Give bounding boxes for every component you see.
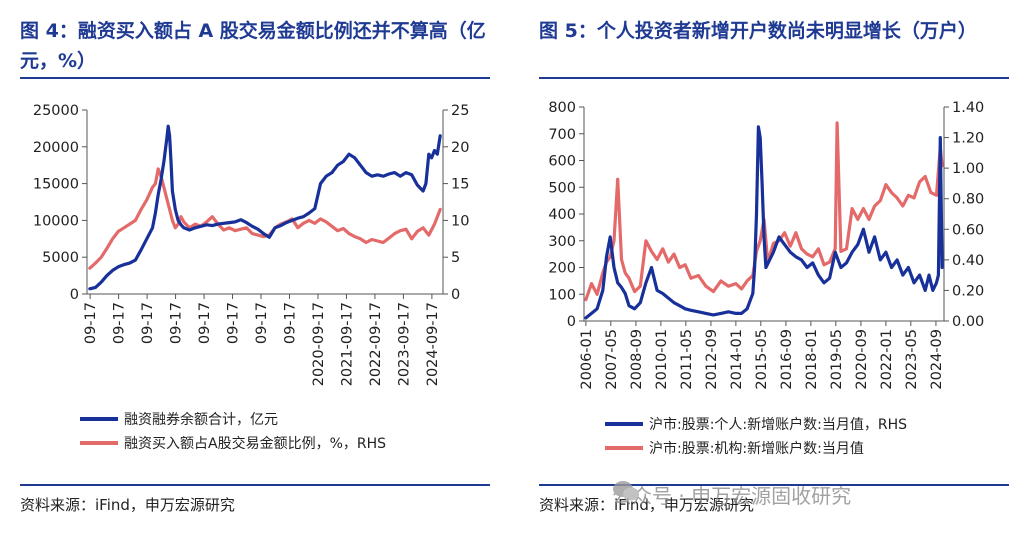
wechat-icon [613,481,639,501]
left-right-tick-label: 10 [451,213,469,229]
left-title-rule [20,77,490,79]
right-left-tick-label: 200 [548,261,576,277]
right-right-tick-label: 0.60 [952,222,984,238]
right-x-tick-label: 2008-09 [629,329,645,390]
right-left-tick-label: 100 [548,287,576,303]
right-right-tick-label: 1.20 [952,131,984,147]
left-x-tick-label: 2024-09-17 [425,302,441,386]
left-right-tick-label: 20 [451,140,469,156]
right-x-tick-label: 2020-09 [854,329,870,390]
left-x-tick-label: 2020-09-17 [311,302,327,386]
right-left-tick-label: 0 [567,314,576,330]
left-x-tick-label: 09-17 [197,302,213,344]
left-x-tick-label: 09-17 [282,302,298,344]
right-x-tick-label: 2012-09 [704,329,720,390]
left-left-tick-label: 15000 [33,177,79,193]
right-x-tick-label: 2006-01 [579,329,595,390]
left-left-tick-label: 25000 [33,103,79,119]
left-chart: 0 5000 10000 15000 20000 25000 0 5 10 15 20 25 09-17… [33,103,470,452]
left-x-tick-label: 2023-09-17 [396,302,412,386]
left-legend-label-0: 融资融券余额合计，亿元 [124,411,278,428]
left-bottom-rule [20,484,490,486]
right-right-tick-label: 0.40 [952,253,984,269]
right-x-tick-label: 2010-01 [654,329,670,390]
right-x-tick-label: 2014-01 [729,329,745,390]
right-left-tick-label: 700 [548,127,576,143]
watermark: 公众号 · 申万宏源固收研究 [612,480,851,509]
right-x-tick-label: 2018-01 [804,329,820,390]
right-series-line-1 [584,121,944,302]
right-x-tick-label: 2023-05 [904,329,920,390]
left-legend-label-1: 融资买入额占A股交易金额比例，%，RHS [124,435,386,452]
left-left-tick-label: 0 [70,287,79,303]
left-chart-panel: 图 4：融资买入额占 A 股交易金额比例还并不算高（亿元，%） 0 5000 100… [0,0,500,536]
right-left-tick-label: 300 [548,234,576,250]
right-left-tick-label: 800 [548,100,576,116]
right-right-tick-label: 0.20 [952,283,984,299]
left-left-tick-label: 20000 [33,140,79,156]
right-legend-label-0: 沪市:股票:个人:新增账户数:当月值，RHS [649,416,907,433]
left-right-tick-label: 15 [451,177,469,193]
right-chart-title: 图 5：个人投资者新增开户数尚未明显增长（万户） [539,20,977,42]
right-bottom-rule [539,484,1009,486]
right-chart-panel: 图 5：个人投资者新增开户数尚未明显增长（万户） 0 100 200 300 400 50… [527,0,1026,536]
left-x-tick-label: 09-17 [254,302,270,344]
right-legend-label-1: 沪市:股票:机构:新增账户数:当月值 [649,440,864,457]
left-left-tick-label: 10000 [33,213,79,229]
right-series-line-0 [584,125,944,320]
right-left-tick-label: 500 [548,180,576,196]
right-right-tick-label: 1.40 [952,100,984,116]
left-right-tick-label: 25 [451,103,469,119]
right-source-note: 资料来源：iFind，申万宏源研究 [539,496,754,514]
left-x-tick-label: 2021-09-17 [339,302,355,386]
right-left-tick-label: 400 [548,207,576,223]
right-right-tick-label: 0.00 [952,314,984,330]
left-chart-title: 图 4：融资买入额占 A 股交易金额比例还并不算高（亿元，%） [20,20,486,72]
right-x-tick-label: 2011-05 [679,329,695,390]
left-x-tick-label: 2022-09-17 [368,302,384,386]
right-x-tick-label: 2016-09 [779,329,795,390]
right-x-tick-label: 2024-09 [929,329,945,390]
left-left-tick-label: 5000 [42,250,79,266]
watermark-text: 公众号 · 申万宏源固收研究 [612,484,852,508]
left-x-tick-label: 09-17 [112,302,128,344]
right-x-tick-label: 2022-01 [879,329,895,390]
right-right-tick-label: 1.00 [952,161,984,177]
left-right-tick-label: 0 [451,287,460,303]
left-series-line-0 [88,124,442,291]
left-x-tick-label: 09-17 [169,302,185,344]
left-source-note: 资料来源：iFind，申万宏源研究 [20,496,235,514]
left-right-tick-label: 5 [451,250,460,266]
left-series-line-1 [88,167,442,270]
right-x-tick-label: 2007-05 [604,329,620,390]
right-x-tick-label: 2015-05 [754,329,770,390]
left-x-tick-label: 09-17 [83,302,99,344]
right-left-tick-label: 600 [548,154,576,170]
left-x-tick-label: 09-17 [226,302,242,344]
right-title-rule [539,77,1009,79]
right-chart: 0 100 200 300 400 500 600 700 800 0.00 0.20 0.40 0.6… [548,100,984,457]
right-x-tick-label: 2019-05 [829,329,845,390]
right-right-tick-label: 0.80 [952,192,984,208]
left-x-tick-label: 09-17 [140,302,156,344]
